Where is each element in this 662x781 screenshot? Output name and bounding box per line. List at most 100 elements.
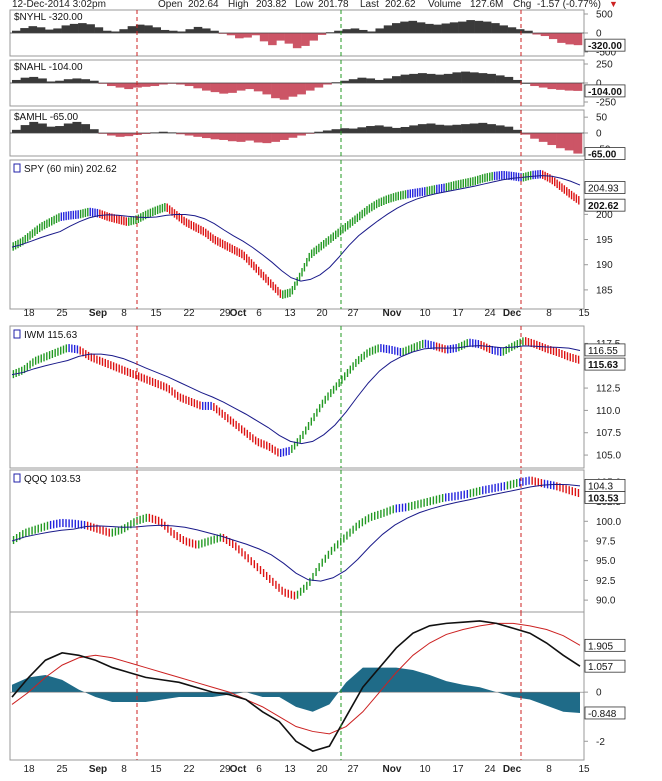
time-axis-label: 8 [546, 308, 552, 319]
breadth-bar [12, 129, 21, 133]
moving-average-line [11, 345, 581, 445]
current-value-flag-box [584, 491, 626, 504]
breadth-bar [443, 125, 453, 133]
breadth-bar [219, 133, 229, 140]
low-label: Low [295, 0, 314, 10]
breadth-bar [548, 33, 558, 40]
y-tick-label: 185 [596, 285, 613, 296]
breadth-bar [478, 122, 488, 133]
bar-chart-icon [13, 163, 21, 173]
ma-value-flag-box [584, 181, 626, 194]
time-axis-label: 24 [484, 308, 496, 319]
macd-value-flag-box [584, 659, 626, 673]
breadth-bar [132, 83, 142, 88]
panel-title: $NYHL -320.00 [14, 12, 83, 23]
breadth-bar [461, 124, 471, 133]
current-value-flag: 103.53 [588, 493, 619, 504]
breadth-bar [284, 33, 294, 44]
open-value: 202.64 [188, 0, 219, 10]
breadth-bar [573, 83, 583, 91]
breadth-bar [392, 127, 401, 133]
breadth-bar [69, 23, 79, 33]
breadth-bar [152, 27, 161, 33]
breadth-bar [532, 33, 541, 35]
breadth-bar [72, 121, 82, 133]
breadth-bar [89, 80, 99, 83]
breadth-bar [366, 78, 376, 83]
breadth-bar [37, 78, 47, 83]
breadth-bar [317, 33, 327, 35]
time-axis-label: 22 [183, 764, 195, 775]
breadth-bar [309, 33, 318, 41]
breadth-bar [107, 83, 116, 87]
breadth-bar [29, 76, 39, 83]
time-axis-label: 27 [347, 764, 359, 775]
breadth-bar [102, 30, 112, 33]
breadth-bar [176, 83, 186, 85]
time-axis-label: 18 [23, 308, 35, 319]
breadth-bar [340, 80, 350, 83]
breadth-bar [416, 22, 426, 33]
breadth-bar [193, 133, 203, 137]
time-axis-label: 18 [23, 764, 35, 775]
breadth-bar [426, 73, 436, 83]
breadth-bar [226, 33, 236, 36]
breadth-bar [160, 29, 170, 33]
panel-title: $NAHL -104.00 [14, 62, 83, 73]
breadth-bar [358, 29, 368, 33]
breadth-bar [144, 25, 153, 33]
breadth-bar [292, 33, 302, 49]
time-axis-label: 10 [419, 764, 431, 775]
breadth-bar [342, 29, 351, 33]
panel-title: IWM 115.63 [24, 330, 78, 341]
breadth-bar [202, 28, 211, 33]
breadth-bar [425, 23, 434, 33]
breadth-bar [81, 124, 91, 133]
chg-down-icon: ▼ [609, 0, 618, 9]
time-axis-label: 24 [484, 764, 496, 775]
breadth-bar [322, 130, 332, 133]
breadth-bar [538, 83, 548, 88]
breadth-bar [530, 83, 540, 87]
breadth-bar [374, 79, 384, 83]
high-value: 203.82 [256, 0, 287, 10]
time-axis-label: 8 [546, 764, 552, 775]
breadth-bar [45, 29, 54, 33]
current-value-flag: -104.00 [588, 87, 622, 98]
date-text: 12-Dec-2014 3:02pm [12, 0, 106, 10]
breadth-bar [374, 125, 384, 133]
breadth-bar [12, 30, 21, 33]
breadth-bar [482, 21, 492, 33]
panel-title: SPY (60 min) 202.62 [24, 164, 117, 175]
time-axis-label: 25 [56, 764, 68, 775]
breadth-bar [314, 83, 324, 88]
y-tick-label: 0 [596, 688, 602, 699]
time-axis-label: 15 [578, 764, 590, 775]
breadth-bar [271, 133, 281, 142]
breadth-bar [20, 77, 30, 83]
time-axis-label: Sep [89, 764, 107, 775]
breadth-bar [168, 30, 178, 33]
breadth-bar [111, 31, 120, 33]
breadth-bar [12, 79, 21, 83]
breadth-bar [565, 33, 575, 45]
breadth-bar [504, 76, 514, 83]
breadth-bar [557, 33, 566, 43]
breadth-bar [276, 33, 285, 41]
breadth-bar [210, 83, 220, 93]
last-value: 202.62 [385, 0, 416, 10]
breadth-panel-0: 500 0 -500-320.00 $NYHL -320.00 [9, 9, 626, 59]
current-value-flag: -65.00 [588, 150, 617, 161]
y-tick-label: 105.0 [596, 451, 621, 462]
breadth-bar [348, 128, 358, 133]
macd-histogram [12, 667, 580, 713]
high-label: High [228, 0, 249, 10]
price-panel-5: 105.0102.5100.097.595.092.590.0104.3103.… [9, 469, 626, 613]
breadth-bar [564, 133, 574, 151]
breadth-bar [350, 28, 360, 33]
breadth-bar [268, 33, 277, 46]
y-tick-label: 95.0 [596, 556, 616, 567]
breadth-bar [441, 23, 451, 33]
breadth-bar [127, 26, 137, 33]
